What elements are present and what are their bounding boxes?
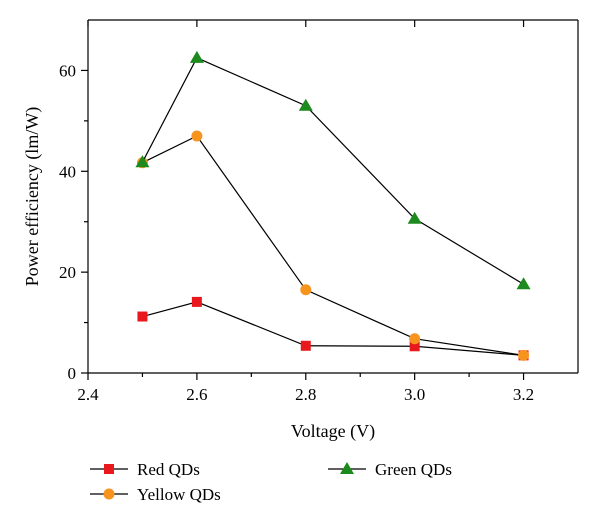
legend-item: Red QDs	[90, 460, 200, 479]
data-point	[518, 349, 530, 361]
series-circle	[136, 130, 530, 361]
legend-item: Yellow QDs	[90, 485, 221, 504]
series-line	[142, 135, 524, 356]
data-point	[409, 333, 421, 345]
data-point	[407, 211, 422, 224]
x-ticks: 2.4 2.6 2.8 3.0 3.2	[77, 20, 534, 404]
x-tick-label: 3.0	[404, 385, 425, 404]
y-tick-label: 0	[68, 364, 77, 383]
data-point	[298, 98, 313, 111]
legend-label: Green QDs	[375, 460, 452, 479]
data-point	[300, 284, 312, 296]
legend-marker	[104, 464, 114, 474]
x-tick-label: 2.6	[186, 385, 207, 404]
x-tick-label: 2.4	[77, 385, 99, 404]
y-tick-label: 60	[59, 61, 76, 80]
data-point	[409, 341, 420, 352]
legend-label: Yellow QDs	[137, 485, 221, 504]
x-axis-title: Voltage (V)	[291, 421, 375, 442]
data-point	[300, 340, 311, 351]
data-point	[189, 50, 204, 63]
legend: Red QDs Yellow QDs Green QDs	[90, 460, 452, 504]
y-tick-label: 20	[59, 263, 76, 282]
series-line	[141, 57, 524, 285]
series-layer	[135, 50, 531, 361]
data-point	[135, 155, 150, 168]
data-point	[137, 311, 148, 322]
data-point	[191, 296, 202, 307]
x-tick-label: 2.8	[295, 385, 316, 404]
legend-label: Red QDs	[137, 460, 200, 479]
series-square	[137, 296, 529, 361]
y-ticks: 0 20 40 60	[59, 61, 88, 383]
legend-marker	[340, 462, 354, 474]
data-point	[516, 277, 531, 290]
y-axis-title: Power efficiency (lm/W)	[22, 107, 43, 287]
data-point	[191, 130, 203, 142]
series-triangle	[135, 50, 531, 290]
axes	[87, 19, 579, 374]
x-tick-label: 3.2	[513, 385, 534, 404]
series-line	[142, 301, 524, 356]
legend-marker	[103, 488, 115, 500]
y-tick-label: 40	[59, 162, 76, 181]
legend-item: Green QDs	[328, 460, 452, 479]
